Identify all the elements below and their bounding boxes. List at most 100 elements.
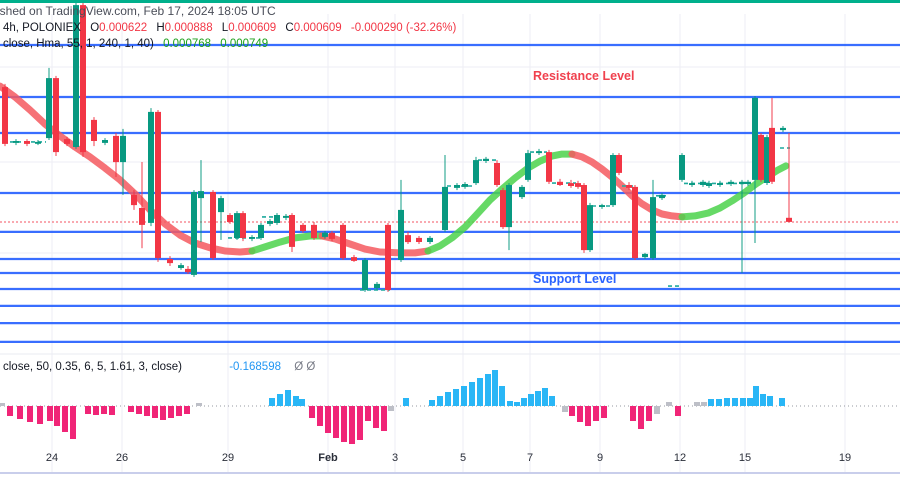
candle-body[interactable] <box>80 5 86 153</box>
candle-body[interactable] <box>351 257 357 261</box>
histogram-bar[interactable] <box>630 406 636 421</box>
candle-body[interactable] <box>717 183 723 185</box>
candle-body[interactable] <box>283 215 289 218</box>
candle-body[interactable] <box>650 197 656 258</box>
histogram-bar[interactable] <box>333 406 339 438</box>
histogram-bar[interactable] <box>716 399 722 406</box>
candle-body[interactable] <box>764 137 770 183</box>
candle-body[interactable] <box>473 160 479 184</box>
candle-body[interactable] <box>113 135 119 163</box>
histogram-bar[interactable] <box>109 406 115 415</box>
candle-body[interactable] <box>234 213 240 238</box>
histogram-bar[interactable] <box>753 386 759 406</box>
candle-body[interactable] <box>575 183 581 187</box>
candle-body[interactable] <box>581 185 587 251</box>
histogram-bar[interactable] <box>694 402 700 406</box>
histogram-bar[interactable] <box>453 389 459 406</box>
histogram-bar[interactable] <box>593 406 599 421</box>
histogram-bar[interactable] <box>760 394 766 406</box>
histogram-bar[interactable] <box>27 406 33 422</box>
candle-body[interactable] <box>300 224 306 231</box>
candle-body[interactable] <box>178 265 184 268</box>
candle-body[interactable] <box>131 194 137 206</box>
candle-body[interactable] <box>24 141 30 144</box>
candle-body[interactable] <box>139 208 145 225</box>
candle-body[interactable] <box>185 268 191 273</box>
histogram-bar[interactable] <box>341 406 347 442</box>
histogram-bar[interactable] <box>549 396 555 406</box>
candle-body[interactable] <box>616 155 622 173</box>
histogram-bar[interactable] <box>184 406 190 414</box>
histogram-bar[interactable] <box>62 406 68 432</box>
histogram-bar[interactable] <box>675 406 681 416</box>
candle-body[interactable] <box>752 97 758 180</box>
histogram-bar[interactable] <box>403 398 409 406</box>
candle-body[interactable] <box>416 237 422 242</box>
candle-body[interactable] <box>632 186 638 258</box>
candle-body[interactable] <box>427 237 433 242</box>
histogram-bar[interactable] <box>176 406 182 416</box>
candle-body[interactable] <box>249 237 255 239</box>
histogram-bar[interactable] <box>152 406 158 418</box>
histogram-bar[interactable] <box>388 406 394 411</box>
candle-body[interactable] <box>274 215 280 223</box>
candle-body[interactable] <box>102 140 108 143</box>
histogram-bar[interactable] <box>136 406 142 414</box>
histogram-bar[interactable] <box>732 398 738 406</box>
candle-body[interactable] <box>35 141 41 144</box>
candle-body[interactable] <box>53 78 59 153</box>
candle-body[interactable] <box>46 78 52 139</box>
candle-body[interactable] <box>322 232 328 237</box>
candle-body[interactable] <box>311 224 317 238</box>
histogram-bar[interactable] <box>654 406 660 414</box>
candle-body[interactable] <box>258 224 264 238</box>
candle-body[interactable] <box>191 192 197 275</box>
histogram-bar[interactable] <box>485 374 491 406</box>
candle-body[interactable] <box>500 190 506 228</box>
candle-body[interactable] <box>240 213 246 238</box>
histogram-bar[interactable] <box>528 394 534 406</box>
histogram-bar[interactable] <box>128 406 134 412</box>
candle-body[interactable] <box>706 183 712 186</box>
histogram-bar[interactable] <box>492 370 498 406</box>
histogram-bar[interactable] <box>437 396 443 406</box>
histogram-bar[interactable] <box>317 406 323 426</box>
hma-indicator-line[interactable]: close, Hma, 55, 1, 240, 1, 40) 0.000768 … <box>3 38 268 50</box>
candle-body[interactable] <box>13 141 19 143</box>
symbol-ohlc-line[interactable]: 4h, POLONIEX O0.000622 H0.000888 L0.0006… <box>3 22 456 34</box>
histogram-bar[interactable] <box>646 406 652 421</box>
candle-body[interactable] <box>454 185 460 188</box>
histogram-bar[interactable] <box>740 398 746 406</box>
histogram-bar[interactable] <box>373 406 379 428</box>
histogram-bar[interactable] <box>469 382 475 406</box>
histogram-bar[interactable] <box>477 378 483 406</box>
histogram-bar[interactable] <box>85 406 91 414</box>
candle-body[interactable] <box>745 181 751 184</box>
candle-body[interactable] <box>786 217 792 222</box>
candle-body[interactable] <box>525 153 531 180</box>
candle-body[interactable] <box>689 183 695 185</box>
candle-body[interactable] <box>155 111 161 259</box>
candle-body[interactable] <box>73 5 79 147</box>
histogram-bar[interactable] <box>325 406 331 433</box>
candle-body[interactable] <box>739 181 745 184</box>
time-axis[interactable]: 24 26 29 Feb 3 5 7 9 12 15 19 <box>0 452 900 472</box>
histogram-bar[interactable] <box>779 398 785 406</box>
oscillator-indicator-line[interactable]: close, 50, 0.35, 6, 5, 1.61, 3, close) -… <box>3 361 315 373</box>
candle-body[interactable] <box>218 198 224 213</box>
candle-body[interactable] <box>568 183 574 186</box>
histogram-bar[interactable] <box>168 406 174 418</box>
histogram-bar[interactable] <box>638 406 644 429</box>
histogram-bar[interactable] <box>54 406 60 426</box>
histogram-bar[interactable] <box>569 406 575 416</box>
histogram-bar[interactable] <box>293 396 299 406</box>
candle-body[interactable] <box>2 87 8 144</box>
candle-body[interactable] <box>780 127 786 131</box>
histogram-bar[interactable] <box>357 406 363 440</box>
histogram-bar[interactable] <box>17 406 23 419</box>
histogram-bar[interactable] <box>445 392 451 406</box>
candle-body[interactable] <box>405 235 411 243</box>
histogram-bar[interactable] <box>585 406 591 426</box>
histogram-bar[interactable] <box>499 386 505 406</box>
histogram-bar[interactable] <box>144 406 150 416</box>
